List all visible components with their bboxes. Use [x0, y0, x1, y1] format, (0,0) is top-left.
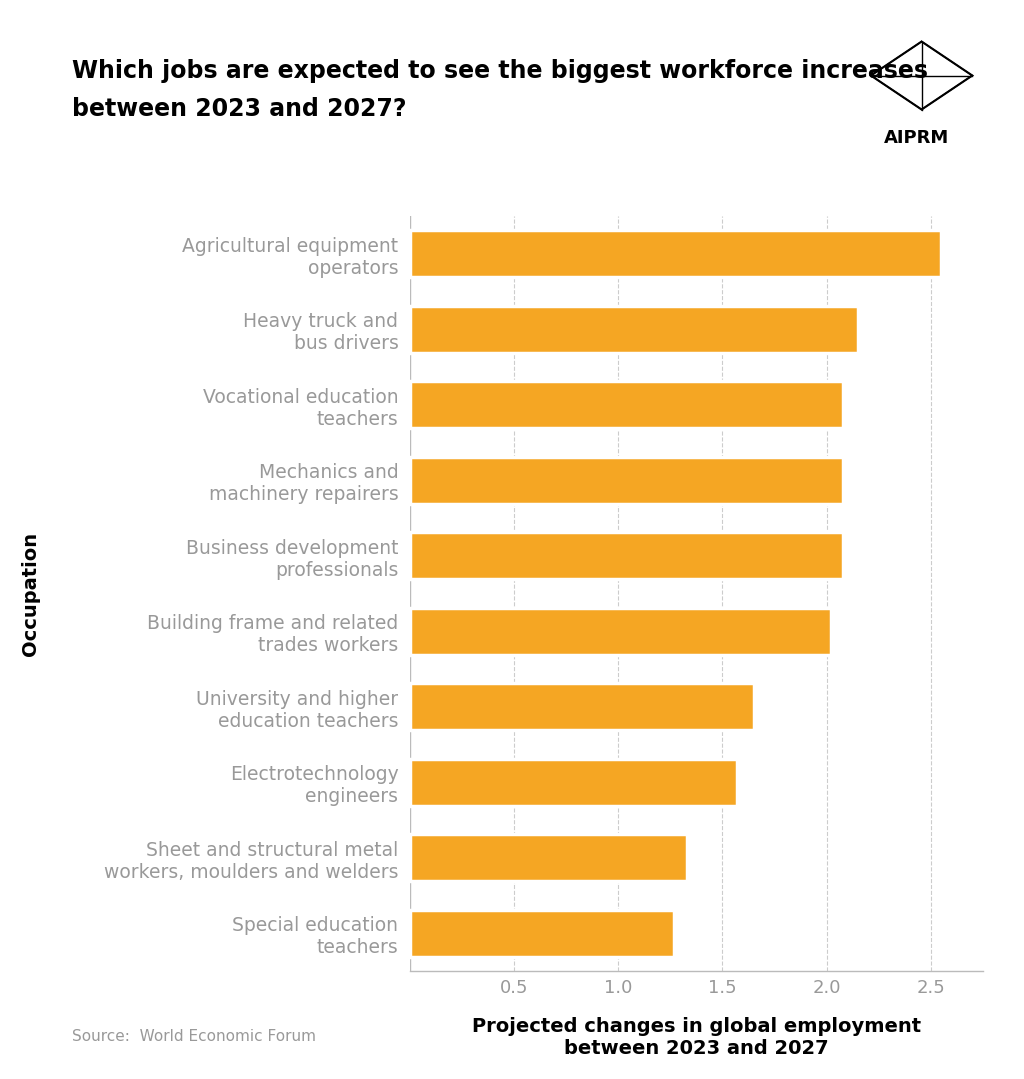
Text: Which jobs are expected to see the biggest workforce increases: Which jobs are expected to see the bigge…	[72, 59, 928, 83]
Bar	[410, 759, 737, 806]
Bar	[410, 230, 941, 277]
Bar	[410, 532, 844, 579]
Text: Source:  World Economic Forum: Source: World Economic Forum	[72, 1029, 315, 1044]
Text: AIPRM: AIPRM	[884, 129, 949, 148]
Bar	[410, 305, 858, 353]
Bar	[410, 381, 844, 428]
Bar	[410, 607, 830, 655]
Text: Occupation: Occupation	[22, 531, 40, 656]
Text: between 2023 and 2027?: between 2023 and 2027?	[72, 97, 407, 121]
Bar	[410, 456, 844, 504]
X-axis label: Projected changes in global employment
between 2023 and 2027: Projected changes in global employment b…	[472, 1016, 921, 1057]
Bar	[410, 910, 675, 957]
Bar	[410, 683, 754, 730]
Bar	[410, 834, 687, 882]
